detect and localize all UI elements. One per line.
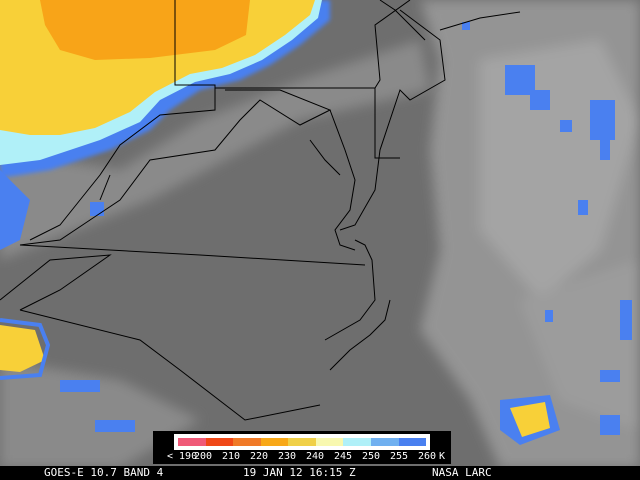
color-scale-segment (205, 438, 234, 446)
color-scale-bar (174, 434, 430, 450)
legend-tick: 210 (221, 451, 241, 462)
legend-tick: 245 (333, 451, 353, 462)
satellite-band-label: GOES-E 10.7 BAND 4 (44, 466, 164, 479)
image-caption: GOES-E 10.7 BAND 4 19 JAN 12 16:15 Z NAS… (0, 466, 640, 480)
temperature-legend: < 190 200 210 220 230 240 245 250 255 26… (153, 431, 451, 464)
color-scale-segment (398, 438, 427, 446)
color-scale-segment (233, 438, 261, 446)
legend-tick: 255 (389, 451, 409, 462)
state-borders (0, 0, 521, 421)
legend-tick: 220 (249, 451, 269, 462)
color-scale-segment (343, 438, 371, 446)
color-scale-segment (260, 438, 289, 446)
legend-tick: 200 (193, 451, 213, 462)
legend-tick: < 190 (167, 451, 198, 462)
legend-tick-labels: < 190 200 210 220 230 240 245 250 255 26… (153, 450, 451, 464)
color-scale-segment (370, 438, 399, 446)
cold-cloud-tops (0, 0, 632, 445)
color-scale-segment (178, 438, 206, 446)
legend-tick: 240 (305, 451, 325, 462)
color-scale-segment (288, 438, 316, 446)
credit-label: NASA LARC (432, 466, 492, 479)
legend-tick: 250 (361, 451, 381, 462)
timestamp-label: 19 JAN 12 16:15 Z (243, 466, 356, 479)
legend-unit: K (438, 451, 446, 462)
legend-tick: 260 (417, 451, 437, 462)
legend-tick: 230 (277, 451, 297, 462)
color-scale-segment (315, 438, 344, 446)
goes-ir-image (0, 0, 640, 468)
